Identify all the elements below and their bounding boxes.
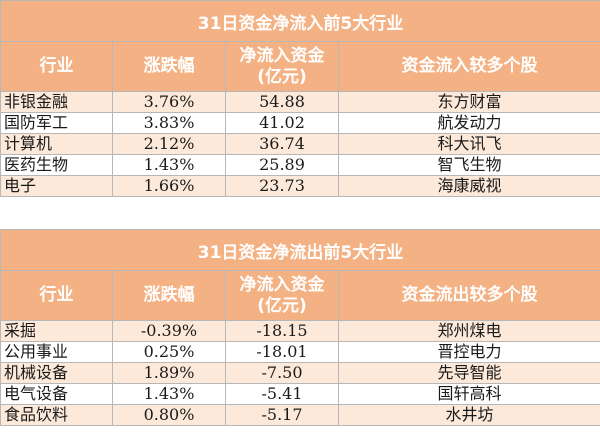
netflow-cell: 36.74 bbox=[225, 133, 339, 155]
stock-cell: 东方财富 bbox=[338, 91, 600, 113]
netflow-cell: -5.41 bbox=[225, 383, 339, 405]
industry-cell: 计算机 bbox=[0, 133, 113, 155]
inflow-table-body: 非银金融 3.76% 54.88 东方财富 国防军工 3.83% 41.02 航… bbox=[0, 91, 600, 197]
inflow-header-netflow-line1: 净流入资金 bbox=[239, 45, 325, 66]
netflow-cell: 41.02 bbox=[225, 112, 339, 134]
inflow-header-stocks: 资金流入较多个股 bbox=[338, 41, 600, 92]
outflow-header-change: 涨跌幅 bbox=[112, 270, 226, 321]
outflow-header-industry: 行业 bbox=[0, 270, 113, 321]
change-cell: 1.89% bbox=[112, 362, 226, 384]
outflow-table: 31日资金净流出前5大行业 行业 涨跌幅 净流入资金 (亿元) 资金流出较多个股… bbox=[0, 229, 600, 426]
netflow-cell: -5.17 bbox=[225, 404, 339, 426]
inflow-table-title: 31日资金净流入前5大行业 bbox=[0, 0, 600, 42]
stock-cell: 国轩高科 bbox=[338, 383, 600, 405]
outflow-table-body: 采掘 -0.39% -18.15 郑州煤电 公用事业 0.25% -18.01 … bbox=[0, 320, 600, 426]
table-row: 采掘 -0.39% -18.15 郑州煤电 bbox=[0, 320, 600, 342]
outflow-table-title: 31日资金净流出前5大行业 bbox=[0, 229, 600, 271]
stock-cell: 智飞生物 bbox=[338, 154, 600, 176]
table-row: 公用事业 0.25% -18.01 晋控电力 bbox=[0, 341, 600, 363]
stock-cell: 科大讯飞 bbox=[338, 133, 600, 155]
change-cell: 2.12% bbox=[112, 133, 226, 155]
change-cell: 3.76% bbox=[112, 91, 226, 113]
table-row: 国防军工 3.83% 41.02 航发动力 bbox=[0, 112, 600, 134]
industry-cell: 电子 bbox=[0, 175, 113, 197]
industry-cell: 国防军工 bbox=[0, 112, 113, 134]
industry-cell: 电气设备 bbox=[0, 383, 113, 405]
table-row: 食品饮料 0.80% -5.17 水井坊 bbox=[0, 404, 600, 426]
inflow-header-change: 涨跌幅 bbox=[112, 41, 226, 92]
stock-cell: 晋控电力 bbox=[338, 341, 600, 363]
table-row: 电气设备 1.43% -5.41 国轩高科 bbox=[0, 383, 600, 405]
netflow-cell: -18.01 bbox=[225, 341, 339, 363]
outflow-header-stocks: 资金流出较多个股 bbox=[338, 270, 600, 321]
table-row: 电子 1.66% 23.73 海康威视 bbox=[0, 175, 600, 197]
stock-cell: 郑州煤电 bbox=[338, 320, 600, 342]
outflow-header-netflow-line1: 净流入资金 bbox=[239, 274, 325, 295]
inflow-header-netflow-line2: (亿元) bbox=[257, 66, 307, 87]
table-row: 医药生物 1.43% 25.89 智飞生物 bbox=[0, 154, 600, 176]
stock-cell: 先导智能 bbox=[338, 362, 600, 384]
inflow-header-netflow: 净流入资金 (亿元) bbox=[225, 41, 339, 92]
table-row: 计算机 2.12% 36.74 科大讯飞 bbox=[0, 133, 600, 155]
inflow-header-industry: 行业 bbox=[0, 41, 113, 92]
table-row: 非银金融 3.76% 54.88 东方财富 bbox=[0, 91, 600, 113]
change-cell: 0.80% bbox=[112, 404, 226, 426]
change-cell: 1.43% bbox=[112, 383, 226, 405]
industry-cell: 食品饮料 bbox=[0, 404, 113, 426]
netflow-cell: -18.15 bbox=[225, 320, 339, 342]
netflow-cell: 54.88 bbox=[225, 91, 339, 113]
outflow-header-netflow: 净流入资金 (亿元) bbox=[225, 270, 339, 321]
netflow-cell: 25.89 bbox=[225, 154, 339, 176]
industry-cell: 公用事业 bbox=[0, 341, 113, 363]
netflow-cell: 23.73 bbox=[225, 175, 339, 197]
change-cell: 1.66% bbox=[112, 175, 226, 197]
inflow-table: 31日资金净流入前5大行业 行业 涨跌幅 净流入资金 (亿元) 资金流入较多个股… bbox=[0, 0, 600, 197]
industry-cell: 机械设备 bbox=[0, 362, 113, 384]
change-cell: 1.43% bbox=[112, 154, 226, 176]
change-cell: 3.83% bbox=[112, 112, 226, 134]
stock-cell: 水井坊 bbox=[338, 404, 600, 426]
stock-cell: 航发动力 bbox=[338, 112, 600, 134]
table-row: 机械设备 1.89% -7.50 先导智能 bbox=[0, 362, 600, 384]
industry-cell: 采掘 bbox=[0, 320, 113, 342]
outflow-header-netflow-line2: (亿元) bbox=[257, 295, 307, 316]
stock-cell: 海康威视 bbox=[338, 175, 600, 197]
change-cell: -0.39% bbox=[112, 320, 226, 342]
netflow-cell: -7.50 bbox=[225, 362, 339, 384]
industry-cell: 医药生物 bbox=[0, 154, 113, 176]
industry-cell: 非银金融 bbox=[0, 91, 113, 113]
change-cell: 0.25% bbox=[112, 341, 226, 363]
